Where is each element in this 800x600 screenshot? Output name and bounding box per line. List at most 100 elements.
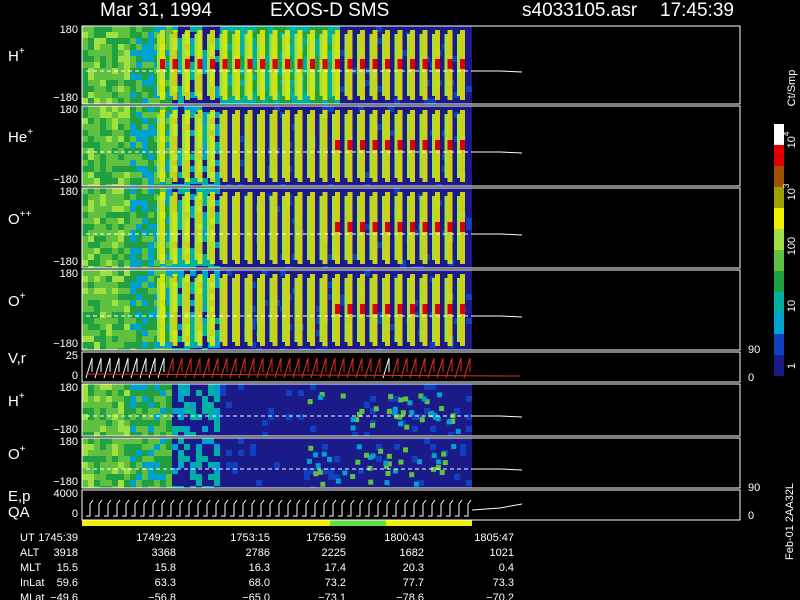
spectrogram-cell — [310, 426, 316, 432]
spectrogram-cell — [430, 106, 436, 112]
spectrogram-cell — [424, 26, 430, 32]
spectrogram-cell — [340, 426, 346, 432]
spectrogram-cell — [178, 414, 184, 420]
spectrogram-cell — [460, 426, 466, 432]
spectrogram-cell — [352, 206, 358, 212]
spectrogram-cell — [466, 402, 472, 408]
spectrogram-cell — [442, 408, 448, 414]
spectrogram-cell — [388, 166, 394, 172]
spectrogram-cell — [124, 172, 130, 178]
spectrogram-cell — [274, 98, 280, 104]
panel-label: O+ — [8, 291, 26, 310]
spectrogram-cell — [184, 384, 190, 390]
panel-label: H+ — [8, 46, 25, 65]
spectrogram-cell — [340, 154, 346, 160]
spectrogram-cell — [214, 414, 220, 420]
stripe — [322, 110, 328, 182]
spectrogram-cell — [94, 206, 100, 212]
spectrogram-cell — [166, 260, 172, 266]
spectrogram-cell — [388, 336, 394, 342]
spectrogram-cell — [106, 444, 112, 450]
spectrogram-cell — [202, 154, 208, 160]
spectrogram-cell — [334, 188, 340, 194]
spectrogram-cell — [466, 166, 472, 172]
spectrogram-cell — [178, 112, 184, 118]
spectrogram-cell — [88, 56, 94, 62]
stripe — [160, 192, 165, 264]
spectrogram-cell — [274, 188, 280, 194]
spectrogram-cell — [328, 106, 334, 112]
spectrogram-cell — [130, 480, 136, 486]
spectrogram-cell — [148, 98, 154, 104]
spectrogram-cell — [226, 74, 232, 80]
spectrogram-cell — [286, 266, 292, 268]
spectrogram-cell — [430, 184, 436, 186]
spectrogram-cell — [436, 408, 442, 414]
spectrogram-cell — [94, 166, 100, 172]
spectrogram-cell — [178, 426, 184, 432]
spectrogram-cell — [346, 456, 352, 462]
spectrogram-cell — [106, 456, 112, 462]
stripe-core — [335, 304, 340, 314]
spectrogram-cell — [166, 206, 172, 212]
label-sup: + — [19, 391, 25, 402]
spectrogram-cell — [376, 130, 382, 136]
spectrogram-cell — [466, 160, 472, 166]
spectrogram-cell — [190, 44, 196, 50]
stripe — [235, 274, 240, 346]
spectrogram-cell — [82, 26, 88, 32]
spectrogram-cell — [226, 212, 232, 218]
spectrogram-cell — [166, 318, 172, 324]
spectrogram-cell — [286, 402, 292, 408]
spectrogram-cell — [280, 184, 286, 186]
spectrogram-cell — [178, 98, 184, 104]
spectrogram-cell — [112, 74, 118, 80]
spectrogram-cell — [106, 98, 112, 104]
spectrogram-cell — [226, 124, 232, 130]
spectrogram-cell — [112, 420, 118, 426]
spectrogram-cell — [214, 432, 220, 436]
spectrogram-cell — [112, 172, 118, 178]
spectrogram-cell — [340, 462, 346, 468]
spectrogram-cell — [400, 80, 406, 86]
spectrogram-cell — [118, 324, 124, 330]
spectrogram-cell — [178, 294, 184, 300]
spectrogram-cell — [142, 348, 148, 350]
spectrogram-cell — [94, 420, 100, 426]
spectrogram-cell — [196, 408, 202, 414]
spectrogram-cell — [136, 112, 142, 118]
spectrogram-cell — [286, 420, 292, 426]
spectrogram-cell — [82, 118, 88, 124]
spectrogram-cell — [88, 288, 94, 294]
spectrogram-cell — [142, 402, 148, 408]
velocity-tick — [337, 357, 345, 379]
spectrogram-cell — [304, 106, 310, 112]
stripe-core — [247, 59, 253, 69]
spectrogram-cell — [136, 188, 142, 194]
spectrogram-cell — [118, 282, 124, 288]
spectrogram-cell — [250, 408, 256, 414]
spectrogram-cell — [388, 184, 394, 186]
spectrogram-cell — [286, 438, 292, 444]
spectrogram-cell — [238, 342, 244, 348]
spectrogram-cell — [82, 80, 88, 86]
spectrogram-cell — [190, 130, 196, 136]
stripe-core — [422, 304, 428, 314]
spectrogram-cell — [352, 172, 358, 178]
spectrogram-cell — [118, 396, 124, 402]
spectrogram-cell — [190, 396, 196, 402]
spectrogram-cell — [310, 402, 316, 408]
spectrogram-cell — [88, 294, 94, 300]
spectrogram-cell — [340, 330, 346, 336]
spectrogram-cell — [100, 86, 106, 92]
spectrogram-cell — [226, 148, 232, 154]
panel: H+180−180 — [8, 24, 741, 105]
spectrogram-cell — [376, 148, 382, 154]
stripe-edge — [369, 34, 373, 96]
spectrogram-cell — [370, 432, 376, 436]
spectrogram-cell — [256, 438, 262, 444]
spectrogram-cell — [466, 98, 472, 104]
velocity-tick — [103, 357, 111, 379]
spectrogram-cell — [226, 426, 232, 432]
spectrogram-cell — [424, 266, 430, 268]
